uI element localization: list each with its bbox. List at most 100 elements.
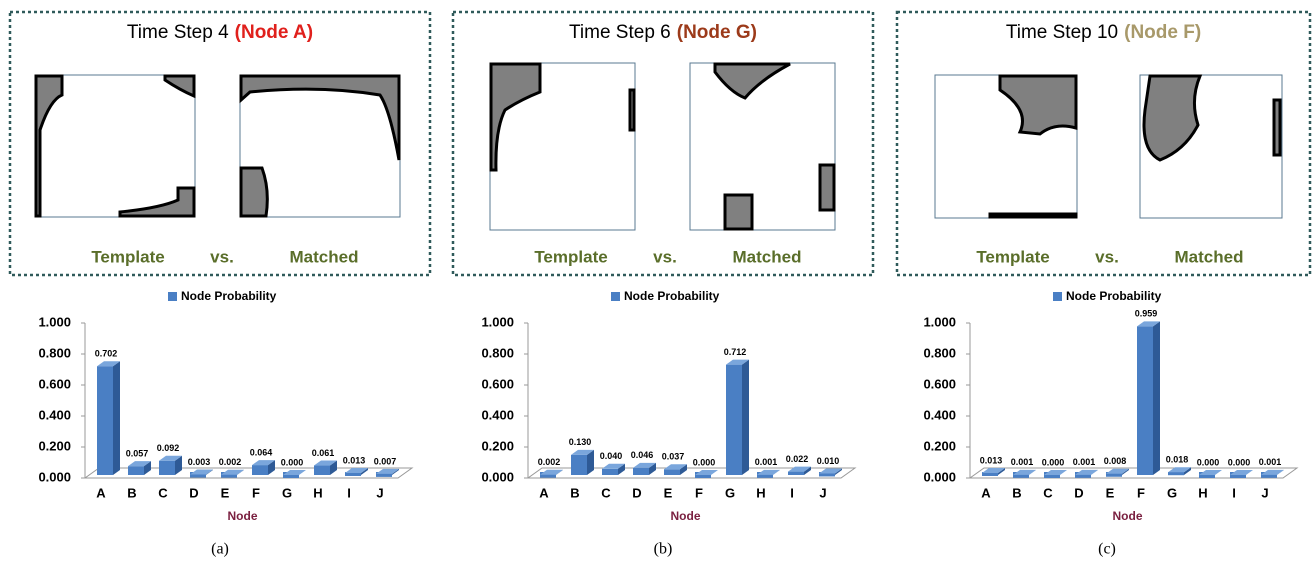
x-tick-label: F <box>252 485 260 500</box>
bar-front <box>1168 472 1184 475</box>
value-label: 0.046 <box>631 450 654 460</box>
x-axis-title: Node <box>1113 509 1143 523</box>
y-tick-label: 0.600 <box>923 376 956 391</box>
x-tick-label: F <box>695 485 703 500</box>
value-label: 0.001 <box>755 457 778 467</box>
value-label: 0.959 <box>1135 309 1158 319</box>
title-text: Time Step 6 <box>569 22 671 43</box>
value-label: 0.018 <box>1166 455 1189 465</box>
x-tick-label: H <box>1198 485 1207 500</box>
caption: (c) <box>1098 541 1116 558</box>
value-label: 0.037 <box>662 452 685 462</box>
value-label: 0.702 <box>95 349 118 359</box>
y-tick-label: 0.400 <box>38 407 71 422</box>
x-tick-label: C <box>158 485 168 500</box>
bar-front <box>788 472 804 475</box>
y-tick-label: 0.600 <box>38 376 71 391</box>
vs-label: vs. <box>1095 247 1119 266</box>
matched-label: Matched <box>290 247 359 266</box>
bar-front <box>314 466 330 475</box>
image-a-matched <box>240 75 400 217</box>
bar-front <box>159 461 175 475</box>
value-label: 0.013 <box>980 455 1003 465</box>
panel-title: Time Step 10(Node F) <box>1006 22 1201 43</box>
value-label: 0.040 <box>600 451 623 461</box>
x-tick-label: J <box>819 485 826 500</box>
value-label: 0.712 <box>724 347 747 357</box>
value-label: 0.092 <box>157 443 180 453</box>
value-label: 0.022 <box>786 454 809 464</box>
caption: (b) <box>654 541 673 558</box>
x-tick-label: D <box>1074 485 1083 500</box>
legend-swatch <box>611 292 620 301</box>
bar-front <box>571 455 587 475</box>
x-axis-title: Node <box>228 509 258 523</box>
y-tick-label: 0.400 <box>923 407 956 422</box>
y-tick-label: 0.200 <box>38 438 71 453</box>
y-tick-label: 1.000 <box>481 314 514 329</box>
image-b-matched <box>690 63 835 230</box>
value-label: 0.013 <box>343 455 366 465</box>
legend-label: Node Probability <box>1066 289 1162 303</box>
bar <box>97 361 120 475</box>
value-label: 0.000 <box>281 457 304 467</box>
vs-label: vs. <box>210 247 234 266</box>
bar-side <box>1153 321 1160 475</box>
value-label: 0.130 <box>569 437 592 447</box>
value-label: 0.064 <box>250 447 273 457</box>
x-tick-label: B <box>1012 485 1021 500</box>
figure: Time Step 4(Node A) Template vs. Matched (a)… <box>0 0 1314 568</box>
y-tick-label: 0.600 <box>481 376 514 391</box>
x-tick-label: B <box>570 485 579 500</box>
legend-label: Node Probability <box>181 289 277 303</box>
template-label: Template <box>976 247 1049 266</box>
y-tick-label: 0.800 <box>481 345 514 360</box>
image-c-matched <box>1140 75 1282 218</box>
x-tick-label: G <box>282 485 292 500</box>
y-tick-label: 1.000 <box>38 314 71 329</box>
panel-title: Time Step 4(Node A) <box>127 22 313 43</box>
y-tick-label: 1.000 <box>923 314 956 329</box>
panel-title: Time Step 6 (Node G) <box>569 22 757 43</box>
value-label: 0.001 <box>1259 457 1282 467</box>
legend-swatch <box>1053 292 1062 301</box>
matched-label: Matched <box>1175 247 1244 266</box>
x-tick-label: A <box>96 485 106 500</box>
x-tick-label: C <box>1043 485 1053 500</box>
legend-swatch <box>168 292 177 301</box>
y-tick-label: 0.400 <box>481 407 514 422</box>
caption: (a) <box>211 541 229 558</box>
bar-front <box>633 468 649 475</box>
x-tick-label: C <box>601 485 611 500</box>
y-tick-label: 0.800 <box>38 345 71 360</box>
title-text: Time Step 4 <box>127 22 229 43</box>
x-tick-label: E <box>664 485 673 500</box>
value-label: 0.061 <box>312 448 335 458</box>
value-label: 0.057 <box>126 449 149 459</box>
value-label: 0.008 <box>1104 456 1127 466</box>
x-tick-label: H <box>313 485 322 500</box>
value-label: 0.000 <box>693 457 716 467</box>
x-tick-label: J <box>376 485 383 500</box>
x-tick-label: F <box>1137 485 1145 500</box>
x-tick-label: I <box>347 485 351 500</box>
image-b-template <box>490 63 635 230</box>
bar-side <box>742 360 749 475</box>
title-text: Time Step 10 <box>1006 22 1118 43</box>
value-label: 0.000 <box>1042 457 1065 467</box>
value-label: 0.001 <box>1073 457 1096 467</box>
template-label: Template <box>534 247 607 266</box>
y-tick-label: 0.000 <box>923 469 956 484</box>
y-tick-label: 0.000 <box>38 469 71 484</box>
x-tick-label: E <box>1106 485 1115 500</box>
value-label: 0.002 <box>219 457 242 467</box>
x-tick-label: G <box>725 485 735 500</box>
vs-label: vs. <box>653 247 677 266</box>
bar-front <box>664 469 680 475</box>
y-tick-label: 0.200 <box>923 438 956 453</box>
value-label: 0.007 <box>374 456 397 466</box>
value-label: 0.000 <box>1228 457 1251 467</box>
value-label: 0.003 <box>188 457 211 467</box>
bar-front <box>1137 326 1153 475</box>
title-node: (Node G) <box>677 22 757 43</box>
